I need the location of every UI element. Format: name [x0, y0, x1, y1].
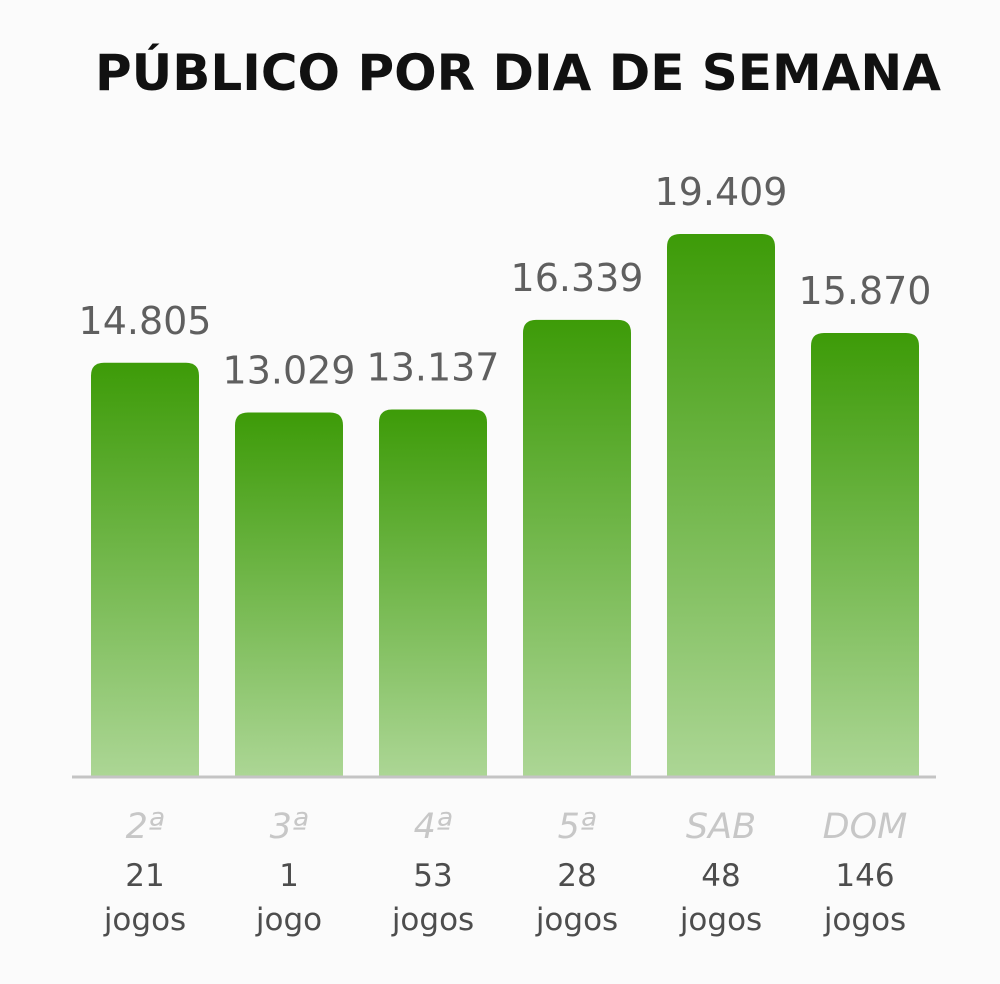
- games-unit-4: jogos: [535, 902, 618, 938]
- bar-2: [235, 412, 343, 777]
- day-label-1: 2ª: [126, 807, 165, 847]
- value-label-4: 16.339: [511, 256, 644, 300]
- day-label-4: 5ª: [558, 807, 597, 847]
- day-label-3: 4ª: [414, 807, 453, 847]
- value-label-3: 13.137: [367, 345, 500, 389]
- games-unit-1: jogos: [103, 902, 186, 938]
- day-label-6: DOM: [823, 807, 908, 847]
- games-count-6: 146: [835, 858, 894, 894]
- games-unit-3: jogos: [391, 902, 474, 938]
- bar-5: [667, 234, 775, 777]
- value-label-5: 19.409: [655, 170, 788, 214]
- category-labels-group: 2ª 21 jogos 3ª 1 jogo 4ª 53 jogos 5ª 28 jogos SAB 48 j…: [103, 807, 908, 938]
- games-unit-5: jogos: [679, 902, 762, 938]
- bar-1: [91, 362, 199, 777]
- games-count-3: 53: [413, 858, 452, 894]
- value-label-1: 14.805: [79, 299, 212, 343]
- chart-title: PÚBLICO POR DIA DE SEMANA: [95, 43, 941, 102]
- value-label-6: 15.870: [799, 269, 932, 313]
- day-label-5: SAB: [686, 807, 756, 847]
- games-unit-6: jogos: [823, 902, 906, 938]
- games-count-5: 48: [701, 858, 740, 894]
- bar-3: [379, 409, 487, 777]
- games-count-1: 21: [125, 858, 164, 894]
- games-count-4: 28: [557, 858, 596, 894]
- value-label-2: 13.029: [223, 348, 356, 392]
- bar-4: [523, 319, 631, 777]
- bars-group: [91, 234, 919, 777]
- bar-6: [811, 333, 919, 777]
- games-count-2: 1: [279, 858, 299, 894]
- games-unit-2: jogo: [255, 902, 322, 938]
- day-label-2: 3ª: [270, 807, 309, 847]
